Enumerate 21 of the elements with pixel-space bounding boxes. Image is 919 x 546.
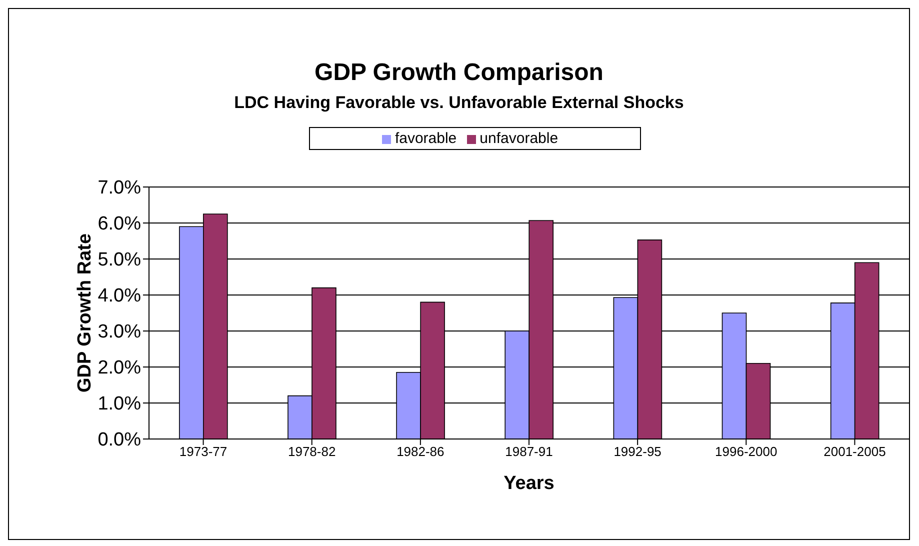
y-tick-label: 3.0% bbox=[98, 322, 142, 343]
y-axis-title: GDP Growth Rate bbox=[74, 233, 96, 393]
y-tick-label: 1.0% bbox=[98, 394, 142, 415]
chart-subtitle: LDC Having Favorable vs. Unfavorable External Shocks bbox=[233, 93, 685, 113]
y-tick-label: 0.0% bbox=[98, 430, 142, 451]
y-tick-label: 5.0% bbox=[98, 250, 142, 271]
x-tick-label: 2001-2005 bbox=[824, 444, 886, 460]
chart-title: GDP Growth Comparison bbox=[314, 59, 604, 87]
x-tick-label: 1973-77 bbox=[179, 444, 228, 460]
y-tick-label: 7.0% bbox=[98, 178, 142, 199]
x-tick-label: 1978-82 bbox=[288, 444, 336, 460]
x-tick-label: 1987-91 bbox=[505, 444, 553, 460]
x-tick-label: 1982-86 bbox=[396, 444, 444, 460]
legend-label: unfavorable bbox=[480, 130, 558, 147]
x-tick-label: 1996-2000 bbox=[715, 444, 778, 460]
y-tick-label: 6.0% bbox=[98, 214, 142, 235]
legend-label: favorable bbox=[394, 130, 457, 147]
x-axis-title: Years bbox=[504, 473, 554, 494]
x-tick-label: 1992-95 bbox=[614, 444, 662, 460]
y-tick-label: 4.0% bbox=[98, 286, 142, 307]
y-tick-label: 2.0% bbox=[98, 358, 142, 379]
